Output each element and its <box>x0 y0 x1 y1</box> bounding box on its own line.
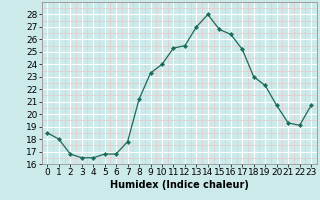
X-axis label: Humidex (Indice chaleur): Humidex (Indice chaleur) <box>110 180 249 190</box>
